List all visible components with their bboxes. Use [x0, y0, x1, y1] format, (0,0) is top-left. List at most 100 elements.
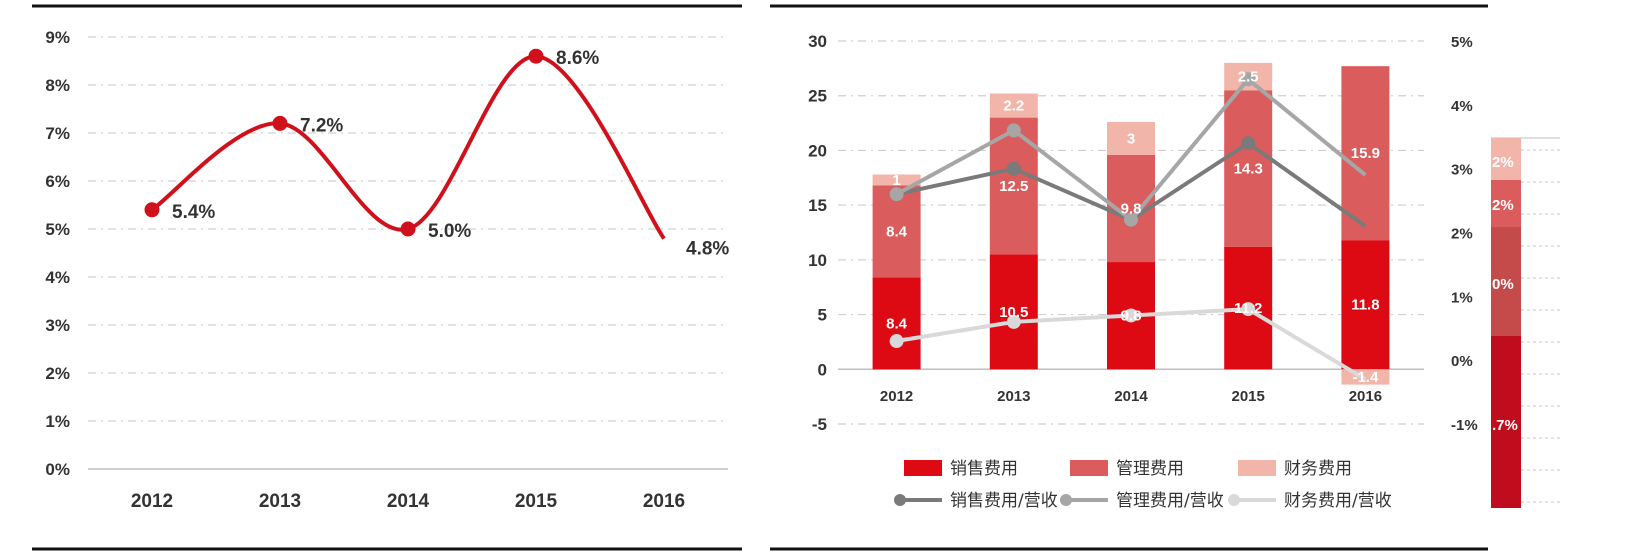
legend-swatch	[1070, 460, 1108, 476]
y-tick-label: 7%	[45, 124, 70, 143]
bar-labels: 8.4 8.4 1 10.5 12.5 2.2 9.8 9.8 3 11.2 14.3 2.5 11.8…	[886, 69, 1380, 386]
bar-label: 9.8	[1121, 308, 1142, 325]
y-tick-label: 25	[808, 87, 827, 106]
bar-segment	[1491, 227, 1521, 336]
ratio-point	[1006, 123, 1021, 138]
bar-segment	[1224, 90, 1273, 247]
y-tick-label: 5%	[45, 220, 70, 239]
bar-label: 12.5	[999, 178, 1028, 195]
line-chart-ratio: 0%1%2%3%4%5%6%7%8%9% 2012 2013 2014 2015 201…	[32, 4, 742, 551]
legend-label: 管理费用/营收	[1116, 491, 1224, 511]
bar-label: 2.5	[1238, 69, 1259, 86]
bar-label: 2%	[1492, 154, 1514, 171]
data-point	[528, 48, 544, 64]
y-tick-label: 10	[808, 251, 827, 270]
bar-segment	[1491, 180, 1521, 227]
x-tick-label: 2014	[1114, 388, 1148, 405]
legend-marker	[1228, 494, 1240, 506]
legend-label: 财务费用/营收	[1284, 491, 1392, 511]
legend-marker	[894, 494, 906, 506]
y-tick-label: 9%	[45, 28, 70, 47]
x-tick-label: 2012	[880, 388, 913, 405]
data-point	[272, 115, 288, 131]
gridlines	[88, 36, 728, 470]
x-axis-ticks: 2012 2013 2014 2015 2016	[131, 491, 685, 512]
bar-label: 3	[1127, 130, 1135, 147]
bar-label: 2.2	[1003, 98, 1024, 115]
y-tick-label: 8%	[45, 76, 70, 95]
ratio-lines	[889, 72, 1367, 382]
y2-tick-label: 4%	[1451, 98, 1473, 115]
data-label: 4.8%	[686, 239, 729, 260]
stacked-bar	[1491, 138, 1521, 508]
legend-swatch	[1238, 460, 1276, 476]
bar-label: 0%	[1492, 276, 1514, 293]
bar-label: 8.4	[886, 315, 908, 332]
bar-label: 11.2	[1234, 300, 1262, 317]
y-tick-label: 20	[808, 141, 827, 160]
ratio-point	[1241, 136, 1256, 151]
bar-segment	[872, 277, 921, 370]
ratio-point	[889, 187, 904, 202]
x-tick-label: 2013	[259, 491, 301, 512]
bar-segment	[1341, 66, 1390, 241]
y-tick-label: 30	[808, 32, 827, 51]
y-tick-label: 6%	[45, 172, 70, 191]
partial-bar-chart: 2% 2% 0% .7%	[1491, 137, 1560, 508]
y2-tick-label: 5%	[1451, 34, 1473, 51]
bar-labels: 2% 2% 0% .7%	[1492, 154, 1518, 434]
legend-label: 管理费用	[1116, 459, 1184, 479]
bar-label: 14.3	[1234, 160, 1263, 177]
x-tick-label: 2015	[515, 491, 558, 512]
bar-label: 11.8	[1351, 297, 1379, 314]
ratio-point	[1241, 302, 1256, 317]
x-tick-label: 2012	[131, 491, 173, 512]
y-tick-label: 1%	[45, 412, 70, 431]
x-tick-label: 2016	[643, 491, 685, 512]
legend-swatch	[904, 460, 942, 476]
bar-segment	[1491, 138, 1521, 180]
y-tick-label: 0%	[45, 460, 70, 479]
bar-label: -1.4	[1352, 369, 1379, 386]
bar-segment	[1341, 240, 1390, 370]
ratio-point	[1006, 161, 1021, 176]
bar-segment	[872, 174, 921, 186]
bar-segment	[989, 93, 1038, 118]
series-line	[150, 54, 666, 240]
data-labels: 5.4% 7.2% 5.0% 8.6% 4.8%	[172, 48, 729, 259]
ratio-point	[1124, 212, 1138, 227]
y2-tick-label: 1%	[1451, 289, 1473, 306]
gridlines	[1491, 137, 1560, 503]
y-tick-label: 0	[818, 360, 827, 379]
y2-axis-ticks: -1% 0% 1% 2% 3% 4% 5%	[1451, 34, 1478, 434]
y-tick-label: -5	[812, 415, 827, 434]
x-tick-label: 2013	[997, 388, 1030, 405]
bar-segment	[1491, 336, 1521, 508]
bar-segment	[1107, 121, 1155, 155]
x-tick-label: 2014	[387, 491, 430, 512]
y2-tick-label: -1%	[1451, 417, 1478, 434]
data-points	[144, 48, 544, 237]
data-label: 5.0%	[428, 221, 471, 242]
y2-tick-label: 3%	[1451, 162, 1473, 179]
bar-label: .7%	[1492, 417, 1518, 434]
y2-tick-label: 2%	[1451, 226, 1473, 243]
y-axis-ticks: -5 0 5 10 15 20 25 30	[808, 32, 827, 434]
y2-tick-label: 0%	[1451, 353, 1473, 370]
ratio-point	[1241, 72, 1256, 87]
y-tick-label: 15	[808, 196, 827, 215]
y-tick-label: 2%	[45, 364, 70, 383]
bar-label: 9.8	[1121, 200, 1142, 217]
legend-label: 销售费用	[950, 459, 1018, 479]
data-label: 5.4%	[172, 202, 215, 223]
data-label: 7.2%	[300, 115, 343, 136]
ratio-point	[1124, 308, 1138, 323]
x-tick-label: 2016	[1349, 388, 1382, 405]
ratio-point	[889, 334, 904, 349]
legend-marker	[1060, 494, 1072, 506]
data-point	[400, 221, 416, 237]
x-axis-ticks: 2012 2013 2014 2015 2016	[880, 388, 1382, 405]
